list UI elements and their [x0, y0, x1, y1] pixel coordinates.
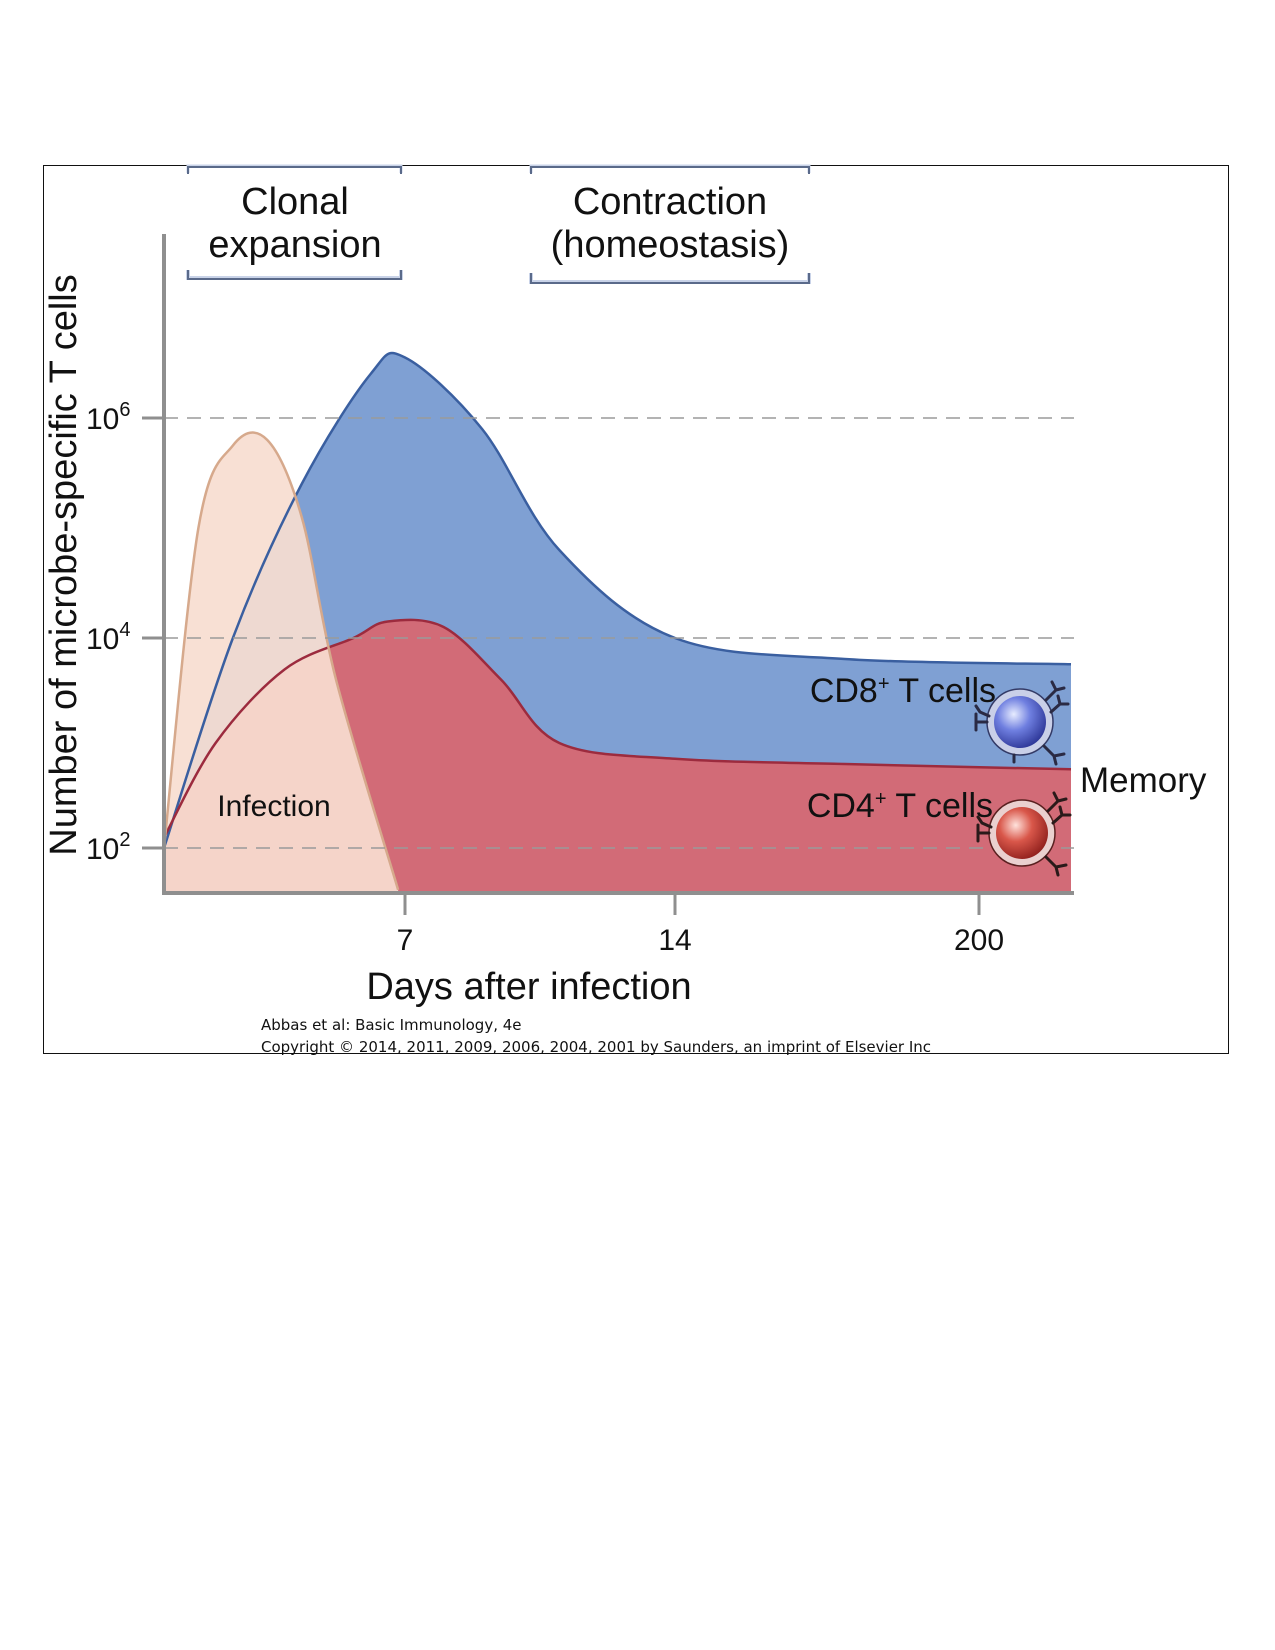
gridlines: [164, 417, 1074, 849]
contraction-bracket: [529, 164, 811, 284]
cd8-label-rest: T cells: [890, 672, 996, 710]
x-tick-label: 14: [658, 924, 691, 957]
cd8-label-sup: +: [878, 673, 890, 695]
cd4-label-rest: T cells: [887, 787, 993, 825]
cd8-label-main: CD8: [810, 672, 878, 710]
citation-line1: Abbas et al: Basic Immunology, 4e: [261, 1016, 522, 1034]
memory-label: Memory: [1080, 761, 1207, 800]
clonal-expansion-label-line1: Clonal: [241, 181, 349, 223]
cd4-label-main: CD4: [807, 787, 875, 825]
infection-area: [164, 432, 399, 891]
y-tick-label: 102: [86, 829, 131, 866]
cd8-t-cell-icon: [974, 680, 1070, 766]
contraction-label-line2: (homeostasis): [551, 224, 790, 266]
y-ticks: 102 104 106: [86, 399, 164, 866]
clonal-expansion-bracket: [186, 164, 403, 280]
x-ticks: 7 14 200: [397, 893, 1004, 957]
infection-label: Infection: [217, 790, 330, 823]
cd4-t-cell-icon: [976, 791, 1072, 877]
y-tick-label: 106: [86, 399, 131, 436]
infection-line: [162, 431, 400, 891]
citation-line2: Copyright © 2014, 2011, 2009, 2006, 2004…: [261, 1038, 931, 1056]
cd4-line: [162, 618, 1072, 839]
cd8-line: [162, 351, 1072, 849]
contraction-label-line1: Contraction: [573, 181, 767, 223]
y-axis-title: Number of microbe-specific T cells: [43, 274, 85, 855]
cd8-label: CD8+ T cells: [810, 672, 996, 710]
x-tick-label: 200: [954, 924, 1004, 957]
cd4-label-sup: +: [875, 788, 887, 810]
x-axis-title: Days after infection: [366, 966, 691, 1008]
x-tick-label: 7: [397, 924, 414, 957]
y-tick-label: 104: [86, 619, 131, 656]
cd4-label: CD4+ T cells: [807, 787, 993, 825]
clonal-expansion-label-line2: expansion: [208, 224, 381, 266]
